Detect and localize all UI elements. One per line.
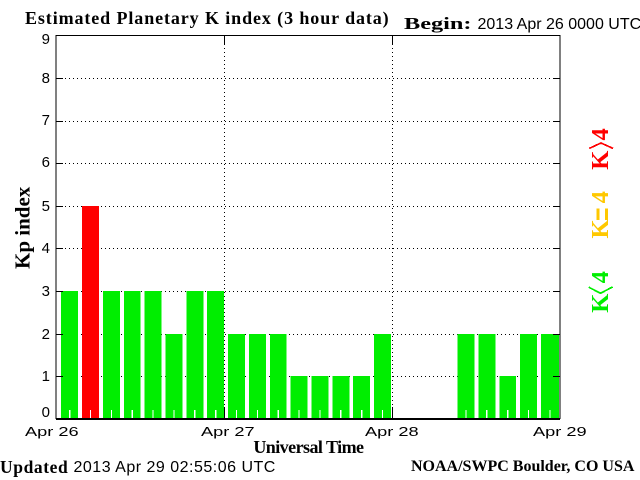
svg-text:Kp index: Kp index [10,186,34,269]
svg-text:K: K [587,294,614,313]
svg-text:4: 4 [587,128,614,140]
svg-text:4: 4 [587,191,614,203]
svg-text:K: K [587,151,614,170]
svg-text:K: K [587,219,614,238]
svg-text:4: 4 [587,271,614,283]
